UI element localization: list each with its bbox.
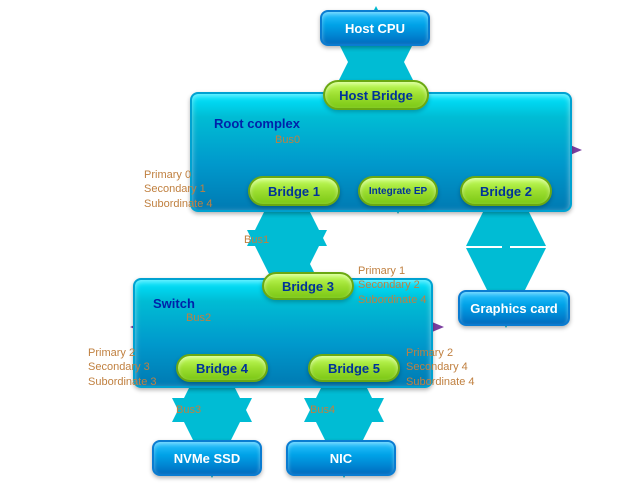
bridge4-label: Bridge 4 — [196, 361, 248, 376]
host_bridge: Host Bridge — [323, 80, 429, 110]
bridge3: Bridge 3 — [262, 272, 354, 300]
nvme_ssd: NVMe SSD — [152, 440, 262, 476]
bridge-info-label: Primary 0Secondary 1Subordinate 4 — [144, 168, 213, 211]
bridge2-label: Bridge 2 — [480, 184, 532, 199]
host_bridge-label: Host Bridge — [339, 88, 413, 103]
nic: NIC — [286, 440, 396, 476]
bus-label: Bus3 — [176, 404, 201, 416]
bridge-info-label: Primary 1Secondary 2Subordinate 4 — [358, 264, 427, 307]
host_cpu: Host CPU — [320, 10, 430, 46]
graphics_card: Graphics card — [458, 290, 570, 326]
bus-label: Bus1 — [244, 234, 269, 246]
integrate_ep: Integrate EP — [358, 176, 438, 206]
bus-line-label: Bus2 — [186, 312, 211, 324]
bus-line-label: Bus0 — [275, 134, 300, 146]
bus-label: Bus4 — [310, 404, 335, 416]
bridge3-label: Bridge 3 — [282, 279, 334, 294]
bridge2: Bridge 2 — [460, 176, 552, 206]
host_cpu-label: Host CPU — [345, 21, 405, 36]
bridge5: Bridge 5 — [308, 354, 400, 382]
bridge-info-label: Primary 2Secondary 4Subordinate 4 — [406, 346, 475, 389]
bridge1: Bridge 1 — [248, 176, 340, 206]
bridge5-label: Bridge 5 — [328, 361, 380, 376]
bridge4: Bridge 4 — [176, 354, 268, 382]
root_complex-title: Root complex — [214, 116, 300, 131]
integrate_ep-label: Integrate EP — [369, 186, 427, 197]
graphics_card-label: Graphics card — [470, 301, 557, 316]
bridge1-label: Bridge 1 — [268, 184, 320, 199]
arrows-layer — [0, 0, 621, 502]
switch-title: Switch — [153, 296, 195, 311]
bridge-info-label: Primary 2Secondary 3Subordinate 3 — [88, 346, 157, 389]
nic-label: NIC — [330, 451, 352, 466]
nvme_ssd-label: NVMe SSD — [174, 451, 240, 466]
